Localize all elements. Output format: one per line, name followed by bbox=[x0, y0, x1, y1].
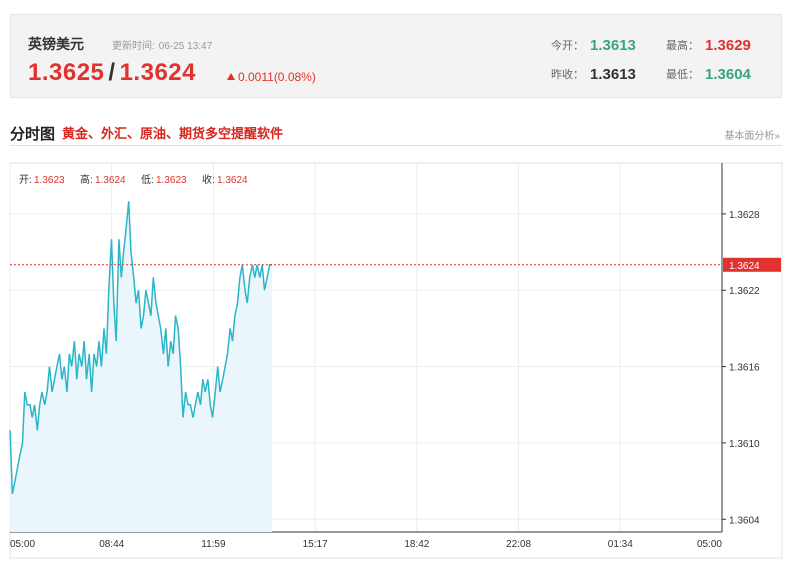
stat-low: 最低： 1.3604 bbox=[666, 66, 751, 83]
price-separator: / bbox=[108, 59, 116, 86]
quote-panel: 英镑美元 更新时间: 06-25 13:47 1.3625/1.3624 0.00… bbox=[10, 14, 782, 98]
price-area bbox=[10, 201, 272, 532]
promo-link[interactable]: 黄金、外汇、原油、期货多空提醒软件 bbox=[62, 126, 284, 141]
update-time-label: 更新时间: bbox=[112, 41, 155, 52]
intraday-chart: 1.3624 1.3628 1.3622 1.3616 1.3610 1.3604 05… bbox=[9, 162, 783, 559]
ohlc-close: 1.3624 bbox=[217, 175, 248, 186]
x-tick-label: 05:00 bbox=[10, 539, 35, 550]
stat-prev-close: 昨收： 1.3613 bbox=[551, 66, 636, 83]
price-line bbox=[9, 201, 272, 494]
stat-prev-close-label: 昨收： bbox=[551, 69, 584, 81]
ohlc-close-label: 收: bbox=[202, 173, 215, 186]
section-divider bbox=[10, 145, 782, 146]
bid-price: 1.3625 bbox=[28, 59, 105, 86]
x-tick-label: 01:34 bbox=[608, 539, 633, 550]
stat-high: 最高： 1.3629 bbox=[666, 37, 751, 54]
x-tick-label: 15:17 bbox=[303, 539, 328, 550]
ohlc-high-label: 高: bbox=[80, 173, 93, 186]
stat-open: 今开： 1.3613 bbox=[551, 37, 636, 54]
stat-low-value: 1.3604 bbox=[705, 66, 751, 83]
current-price-box bbox=[723, 257, 781, 272]
x-tick-label: 08:44 bbox=[99, 539, 124, 550]
stat-open-value: 1.3613 bbox=[590, 37, 636, 54]
x-ticks: 05:00 08:44 11:59 15:17 18:42 22:08 01:34 05:00 bbox=[10, 539, 722, 550]
ask-price: 1.3624 bbox=[119, 59, 196, 86]
y-tick-label: 1.3622 bbox=[729, 286, 760, 297]
x-tick-label: 05:00 bbox=[697, 539, 722, 550]
change-value: 0.0011(0.08%) bbox=[238, 70, 316, 84]
y-tick-label: 1.3628 bbox=[729, 210, 760, 221]
section-title: 分时图 bbox=[10, 126, 56, 143]
fundamental-analysis-link[interactable]: 基本面分析» bbox=[724, 131, 780, 142]
price-bid-ask: 1.3625/1.3624 bbox=[28, 59, 196, 87]
stat-high-value: 1.3629 bbox=[705, 37, 751, 54]
price-change: 0.0011(0.08%) bbox=[227, 70, 316, 84]
y-tick-label: 1.3616 bbox=[729, 363, 760, 374]
ohlc-readout: 开: 1.3623 高: 1.3624 低: 1.3623 收: 1.3624 bbox=[19, 173, 248, 186]
ohlc-high: 1.3624 bbox=[95, 175, 126, 186]
symbol-name: 英镑美元 bbox=[28, 36, 84, 52]
update-time-value: 06-25 13:47 bbox=[158, 41, 213, 52]
stat-high-label: 最高： bbox=[666, 40, 699, 52]
x-tick-label: 18:42 bbox=[404, 539, 429, 550]
ohlc-low: 1.3623 bbox=[156, 175, 187, 186]
ohlc-open: 1.3623 bbox=[34, 175, 65, 186]
current-price-label: 1.3624 bbox=[729, 261, 760, 272]
x-tick-label: 22:08 bbox=[506, 539, 531, 550]
arrow-up-icon bbox=[227, 73, 235, 80]
y-tick-label: 1.3610 bbox=[729, 439, 760, 450]
stat-low-label: 最低： bbox=[666, 69, 699, 81]
ohlc-low-label: 低: bbox=[141, 173, 154, 186]
y-tick-label: 1.3604 bbox=[729, 515, 760, 526]
stat-prev-close-value: 1.3613 bbox=[590, 66, 636, 83]
ohlc-open-label: 开: bbox=[19, 175, 32, 186]
stat-open-label: 今开： bbox=[551, 40, 584, 52]
y-ticks: 1.3628 1.3622 1.3616 1.3610 1.3604 bbox=[722, 210, 760, 526]
update-time: 更新时间: 06-25 13:47 bbox=[108, 37, 212, 52]
x-tick-label: 11:59 bbox=[201, 539, 226, 550]
